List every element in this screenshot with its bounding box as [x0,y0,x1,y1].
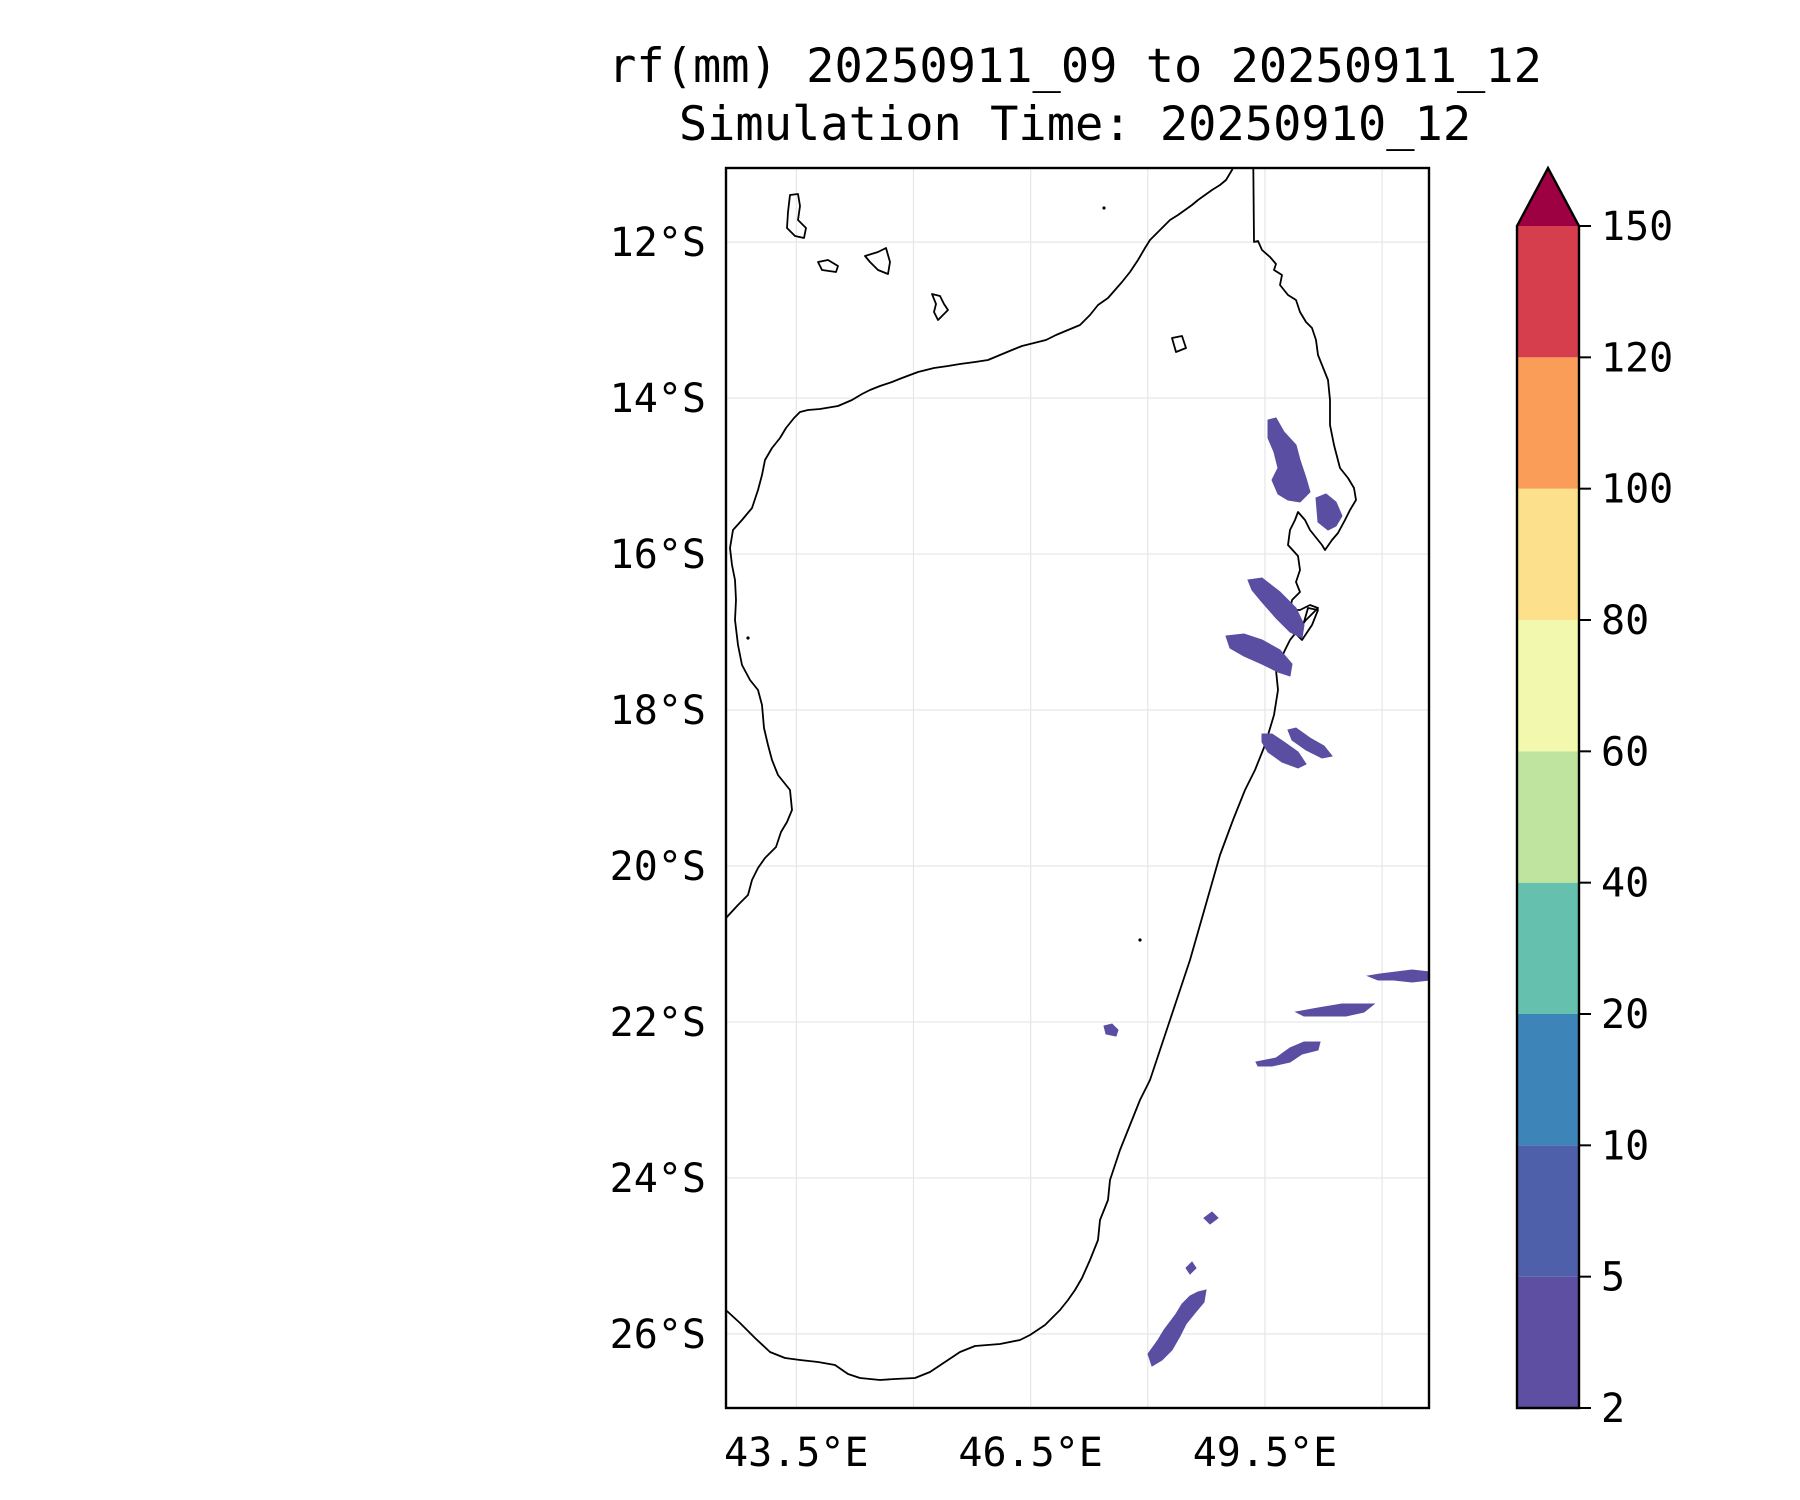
y-tick-label: 22°S [610,1000,706,1046]
colorbar-segment [1517,1014,1579,1146]
colorbar-label: 20 [1601,992,1649,1038]
x-tick-label: 46.5°E [958,1430,1103,1476]
colorbar-segment [1517,882,1579,1014]
title-line-2: Simulation Time: 20250910_12 [679,97,1471,152]
colorbar-label: 5 [1601,1255,1625,1301]
islet-dot [1102,206,1106,210]
colorbar-segment [1517,1145,1579,1277]
rain-area-2-5mm [1225,633,1293,677]
rain-area-2-5mm [1261,733,1307,769]
x-tick-label: 49.5°E [1193,1430,1338,1476]
rain-area-2-5mm [1315,493,1343,531]
y-tick-label: 26°S [610,1312,706,1358]
land-outlines [726,168,1357,1381]
rain-area-2-5mm [1267,417,1311,503]
colorbar-segment [1517,1276,1579,1408]
y-tick-labels: 12°S 14°S 16°S 18°S 20°S 22°S 24°S 26°S [610,220,706,1358]
comoros-grande-comore-outline [786,193,807,239]
colorbar-segment [1517,620,1579,752]
colorbar-label: 2 [1601,1386,1625,1432]
gridlines [726,168,1429,1408]
comoros-anjouan-outline [864,247,891,275]
y-tick-label: 14°S [610,376,706,422]
colorbar-label: 100 [1601,467,1673,513]
colorbar-segment [1517,357,1579,489]
y-tick-label: 24°S [610,1156,706,1202]
sainte-marie-outline [1297,607,1319,641]
map-frame [724,166,1431,1410]
colorbar-label: 120 [1601,335,1673,381]
colorbar-extend-arrow [1517,168,1579,226]
rain-area-2-5mm [1185,1261,1197,1275]
colorbar-label: 80 [1601,598,1649,644]
x-tick-label: 43.5°E [724,1430,869,1476]
colorbar: 2 5 10 20 40 60 80 100 120 150 [1515,165,1673,1432]
mayotte-outline [931,293,949,321]
nosy-be-outline [1171,335,1187,353]
rain-area-2-5mm [1203,1211,1219,1225]
colorbar-segment [1517,226,1579,358]
x-tick-labels: 43.5°E 46.5°E 49.5°E [724,1430,1337,1476]
map-axes: 12°S14°S16°S18°S20°S22°S24°S26°S 43.5°E 4… [610,166,1431,1476]
title: rf(mm) 20250911_09 to 20250911_12 Simula… [608,39,1542,152]
rain-area-2-5mm [1294,1003,1376,1017]
islet-dot [746,636,750,640]
colorbar-label: 150 [1601,204,1673,250]
colorbar-label: 10 [1601,1123,1649,1169]
madagascar-coastline [726,168,1357,1381]
rain-area-2-5mm [1147,1289,1207,1367]
rain-area-2-5mm [1287,727,1333,759]
rain-area-2-5mm [1366,969,1429,983]
y-tick-label: 12°S [610,220,706,266]
comoros-moheli-outline [817,259,839,273]
rain-areas [1103,417,1429,1367]
colorbar-label: 40 [1601,861,1649,907]
y-tick-label: 16°S [610,532,706,578]
rain-area-2-5mm [1247,577,1305,639]
colorbar-outline [1515,165,1581,1410]
rain-area-2-5mm [1255,1041,1321,1067]
title-line-1: rf(mm) 20250911_09 to 20250911_12 [608,39,1542,94]
colorbar-segment [1517,488,1579,620]
colorbar-label: 60 [1601,729,1649,775]
y-tick-label: 20°S [610,844,706,890]
y-tick-label: 18°S [610,688,706,734]
rain-area-2-5mm [1103,1023,1119,1037]
islet-dot [1138,938,1142,942]
colorbar-segment [1517,751,1579,883]
